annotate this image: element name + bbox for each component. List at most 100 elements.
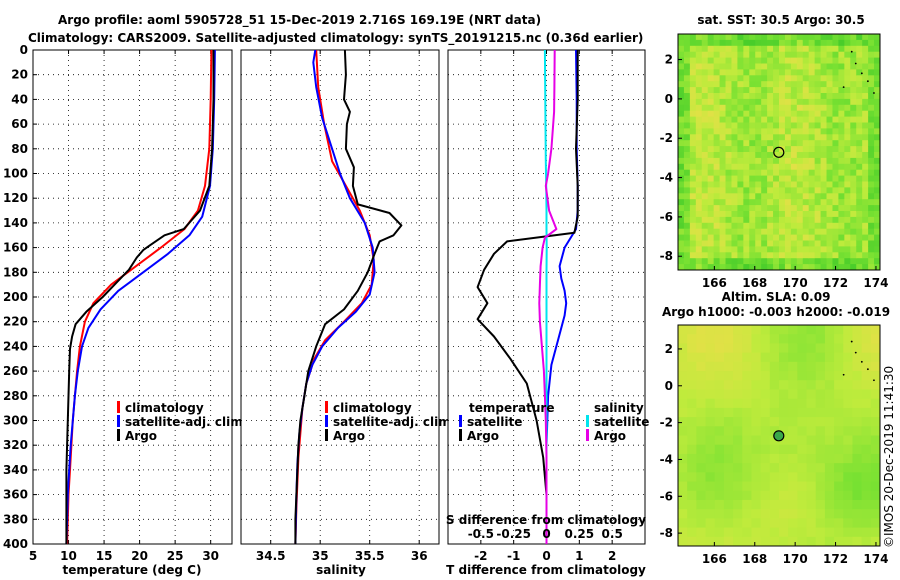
heatmap-cell [844,63,851,70]
heatmap-cell [683,81,691,88]
heatmap-cell [760,334,771,345]
heatmap-cell [678,187,685,194]
heatmap-cell [838,51,845,59]
heatmap-cell [832,75,840,82]
depth-tick-label: 180 [3,265,28,279]
heatmap-cell [683,134,691,141]
heatmap-cell [850,69,857,76]
heatmap-cell [868,34,875,41]
heatmap-cell [761,81,768,88]
heatmap-cell [743,187,750,194]
heatmap-cell [719,152,727,159]
heatmap-cell [707,87,715,94]
lon-tick-label: 170 [783,552,808,566]
heatmap-cell [678,152,685,159]
heatmap-cell [779,163,786,171]
legend-mark-sal-argo [586,429,589,441]
heatmap-cell [843,453,854,464]
heatmap-cell [719,110,727,118]
heatmap-cell [737,146,744,153]
heatmap-cell [868,157,875,165]
heatmap-cell [868,39,875,47]
heatmap-cell [678,536,688,546]
heatmap-cell [755,205,762,212]
heatmap-cell [751,417,762,427]
lon-tick-label: 168 [742,276,767,290]
heatmap-cell [788,426,798,437]
heatmap-cell [689,122,697,129]
heatmap-cell [695,228,703,236]
heatmap-cell [790,193,798,200]
heatmap-cell [850,93,857,100]
heatmap-cell [790,157,798,165]
heatmap-cell [814,228,822,236]
heatmap-cell [874,216,880,224]
heatmap-cell [844,134,851,141]
heatmap-cell [767,140,774,147]
heatmap-cell [773,169,780,177]
heatmap-cell [843,481,854,492]
heatmap-cell [784,63,792,70]
heatmap-cell [856,181,863,188]
heatmap-cell [743,181,750,188]
heatmap-cell [687,325,697,335]
heatmap-cell [844,146,851,153]
heatmap-cell [820,199,828,206]
heatmap-cell [713,258,721,265]
heatmap-cell [784,87,792,94]
heatmap-cell [725,69,733,76]
heatmap-cell [808,75,816,82]
heatmap-cell [678,334,688,345]
heatmap-cell [834,435,844,446]
heatmap-cell [808,163,816,171]
heatmap-cell [714,444,725,455]
heatmap-cell [767,116,774,124]
heatmap-cell [760,444,771,455]
heatmap-cell [834,361,844,372]
heatmap-cell [689,134,697,141]
heatmap-cell [714,527,725,538]
heatmap-cell [815,472,826,483]
heatmap-cell [815,499,826,510]
heatmap-cell [695,246,703,253]
heatmap-cell [779,205,786,212]
heatmap-cell [796,34,804,41]
heatmap-cell [824,444,835,455]
heatmap-cell [689,116,697,124]
heatmap-cell [850,222,857,230]
heatmap-cell [725,169,733,177]
heatmap-cell [802,45,810,53]
heatmap-cell [773,199,780,206]
heatmap-cell [689,193,697,200]
heatmap-cell [832,175,840,183]
legend-mark-climatology [325,401,328,413]
heatmap-cell [843,490,854,501]
heatmap-cell [870,325,880,335]
heatmap-cell [838,228,845,236]
heatmap-cell [784,152,792,159]
heatmap-cell [843,444,854,455]
heatmap-cell [850,234,857,242]
heatmap-cell [832,87,840,94]
heatmap-cell [844,51,851,59]
heatmap-cell [683,169,691,177]
heatmap-cell [769,343,780,354]
heatmap-cell [689,75,697,82]
heatmap-cell [779,222,786,230]
heatmap-cell [705,361,716,372]
heatmap-cell [856,199,863,206]
heatmap-cell [802,246,810,253]
legend-label-climatology: climatology [125,401,204,415]
heatmap-cell [769,536,780,546]
heatmap-cell [678,361,688,372]
heatmap-cell [761,152,768,159]
heatmap-cell [820,205,828,212]
heatmap-cell [701,211,709,218]
heatmap-cell [733,490,743,501]
heatmap-cell [683,246,691,253]
heatmap-cell [862,222,869,230]
heatmap-cell [852,444,863,455]
heatmap-cell [755,157,762,165]
heatmap-cell [719,146,727,153]
